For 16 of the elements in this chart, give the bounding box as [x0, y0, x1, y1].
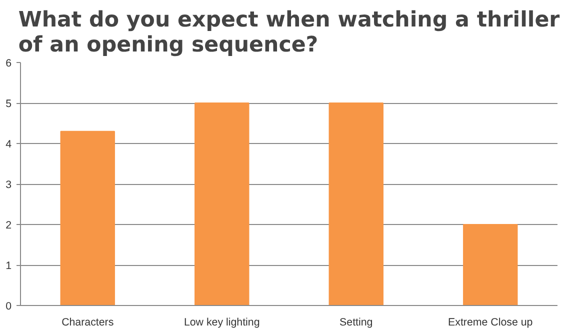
x-tick-label: Setting	[340, 316, 373, 328]
bar	[463, 224, 518, 306]
bar	[60, 130, 115, 306]
y-tick-label: 5	[6, 98, 12, 110]
x-tick-label: Characters	[62, 316, 114, 328]
bar	[194, 102, 250, 306]
y-tick-label: 4	[6, 138, 12, 150]
x-tick-label: Low key lighting	[184, 316, 260, 328]
y-tick-label: 0	[6, 300, 12, 312]
y-tick-label: 6	[6, 58, 12, 70]
x-tick-label: Extreme Close up	[448, 316, 533, 328]
chart-title: What do you expect when watching a thriller of an opening sequence?	[18, 8, 560, 58]
bar	[328, 102, 384, 306]
y-tick-label: 3	[6, 179, 12, 191]
y-tick-label: 1	[6, 260, 12, 272]
y-tick-label: 2	[6, 220, 12, 232]
